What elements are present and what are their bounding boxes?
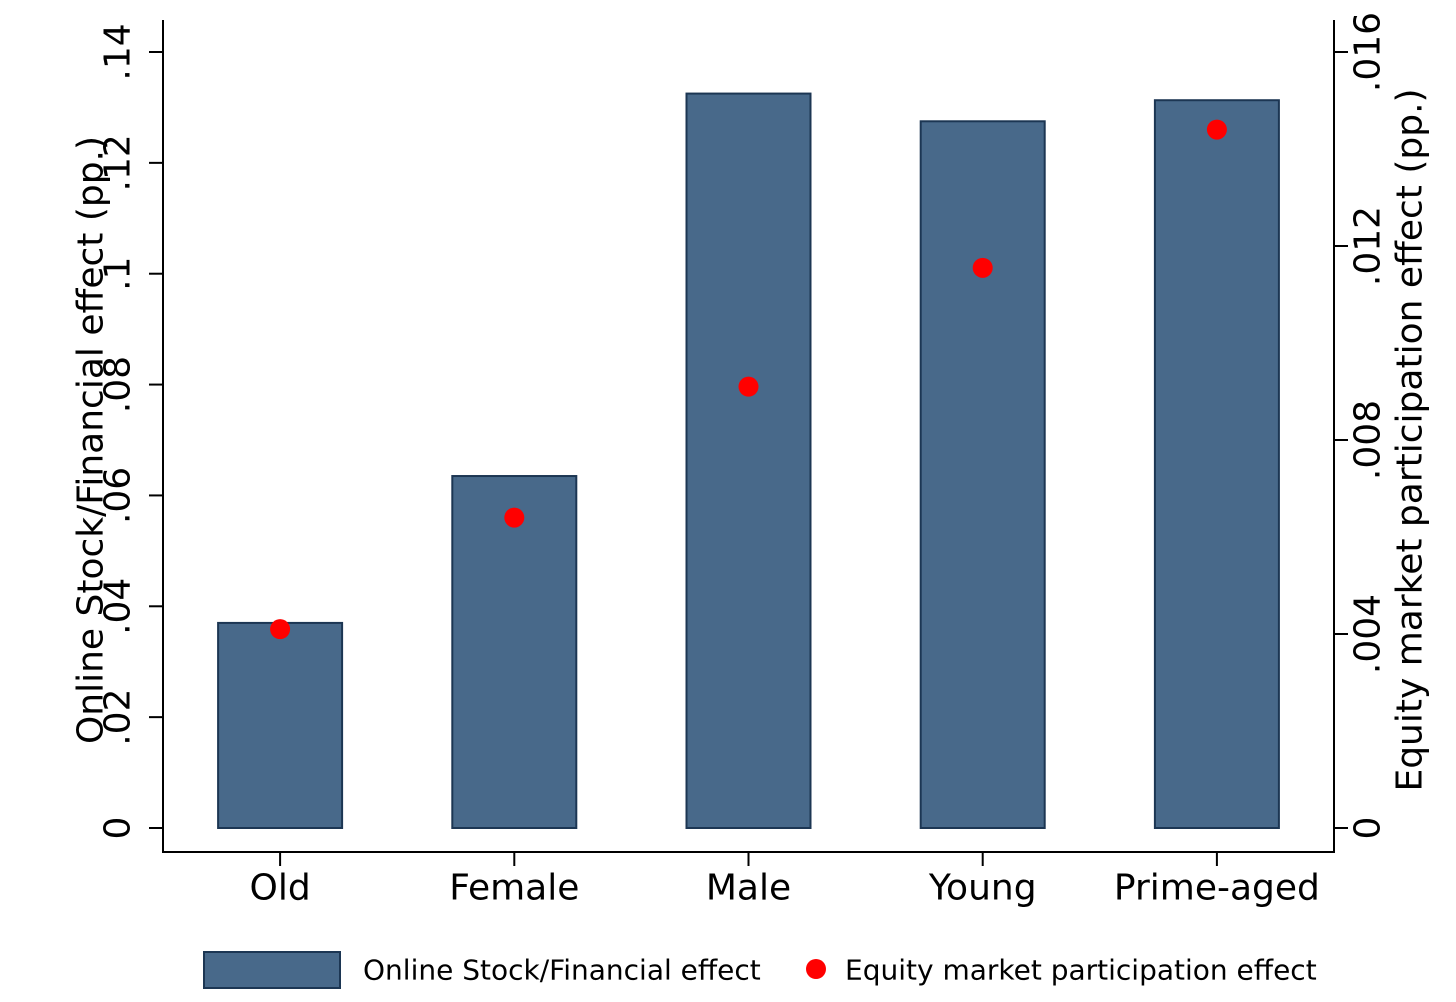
ticks: Old Female Male Young Prime-aged 0 .02 .04 .06 .0… [98,12,1389,909]
y2-tick-label: .008 [1348,400,1389,480]
bar-young [919,120,1046,830]
y2-axis-label: Equity market participation effect (pp.) [1390,88,1431,791]
y-axis-label: Online Stock/Financial effect (pp.) [71,136,112,744]
bar-prime-aged [1153,99,1280,830]
point-male [738,376,759,397]
y-tick-label: .06 [98,467,139,524]
x-tick-label: Young [928,868,1037,909]
bar-male [685,92,812,830]
y-tick-label: .02 [98,689,139,746]
y2-tick-label: .012 [1348,206,1389,286]
legend-bar-swatch [203,951,341,989]
y-tick-label: .04 [98,578,139,635]
y-tick-label: .08 [98,356,139,413]
y-tick-label: .1 [98,257,139,291]
point-young [972,257,993,278]
legend-point-label: Equity market participation effect [845,954,1317,987]
point-old [270,619,291,640]
x-tick-label: Male [706,868,791,909]
y2-tick-label: .016 [1348,12,1389,92]
y-tick-label: 0 [98,817,139,840]
y-tick-label: .14 [98,23,139,80]
legend: Online Stock/Financial effect Equity mar… [203,951,1317,989]
bar-female [451,475,578,829]
x-tick-label: Female [449,868,579,909]
point-female [504,507,525,528]
y2-tick-label: .004 [1348,594,1389,674]
bars [217,92,1280,830]
x-tick-label: Old [249,868,310,909]
points [270,119,1227,640]
legend-bar-label: Online Stock/Financial effect [363,954,761,987]
x-tick-label: Prime-aged [1114,868,1320,909]
y2-tick-label: 0 [1348,817,1389,840]
legend-point-marker [806,959,826,979]
y-tick-label: .12 [98,134,139,191]
bar-old [217,621,344,830]
point-prime-aged [1206,119,1227,140]
